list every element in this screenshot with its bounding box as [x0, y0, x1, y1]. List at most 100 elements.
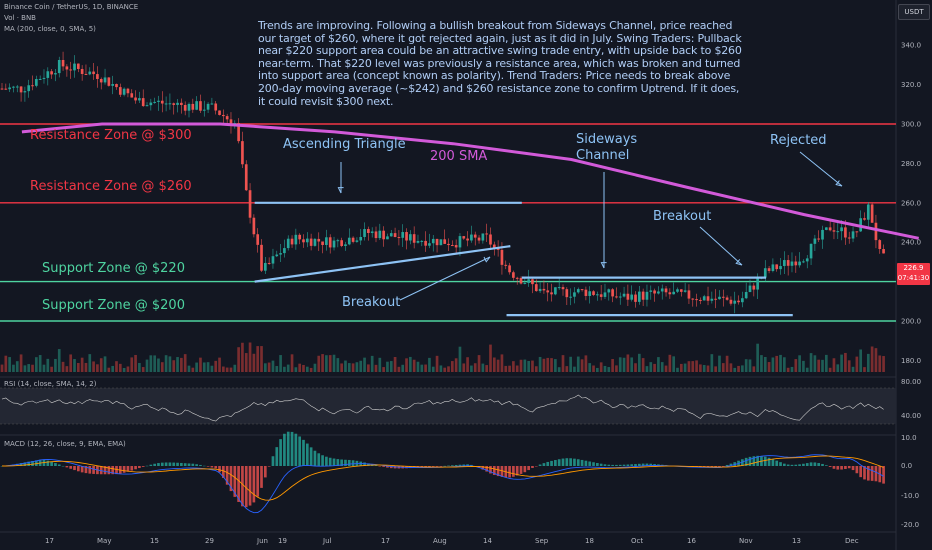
candle-body — [855, 231, 859, 233]
price-tick-label: 180.0 — [901, 357, 921, 365]
candle-body — [118, 87, 122, 95]
macd-hist-bar — [775, 460, 779, 466]
candle-body — [817, 238, 821, 240]
volume-bar — [458, 346, 462, 372]
current-price-countdown: 07:41:30 — [897, 274, 930, 282]
candle-body — [710, 298, 714, 301]
candle-body — [611, 289, 614, 297]
volume-bar — [69, 354, 73, 372]
breakout-lower-arrow-head — [483, 256, 491, 263]
volume-bar — [679, 363, 683, 372]
macd-hist-bar — [565, 458, 569, 466]
macd-hist-bar — [263, 466, 267, 478]
volume-bar — [641, 358, 645, 372]
volume-bar — [134, 354, 137, 372]
macd-hist-bar — [279, 439, 282, 466]
candle-body — [27, 85, 31, 92]
macd-hist-bar — [225, 466, 229, 485]
candle-body — [519, 277, 523, 284]
candle-body — [229, 119, 233, 126]
macd-hist-bar — [325, 456, 328, 466]
volume-bar — [416, 361, 420, 372]
candle-body — [878, 240, 882, 250]
candle-body — [103, 77, 107, 83]
macd-hist-bar — [809, 462, 813, 466]
candle-body — [172, 103, 176, 105]
candle-body — [657, 291, 660, 294]
volume-bar — [435, 355, 439, 372]
volume-bar — [298, 363, 302, 372]
x-tick-label: 16 — [687, 537, 696, 545]
macd-hist-bar — [134, 466, 137, 470]
macd-hist-bar — [191, 463, 195, 466]
currency-badge[interactable]: USDT — [898, 4, 930, 20]
macd-hist-bar — [260, 466, 263, 488]
candle-body — [630, 294, 634, 300]
candle-body — [813, 238, 817, 244]
macd-hist-bar — [817, 463, 821, 466]
rsi-tick-label: 80.00 — [901, 378, 921, 386]
macd-hist-bar — [233, 466, 237, 497]
macd-hist-bar — [347, 459, 351, 466]
candle-body — [206, 103, 210, 110]
volume-bar — [859, 349, 863, 372]
candle-body — [214, 103, 218, 111]
candle-body — [527, 279, 530, 283]
volume-bar — [363, 357, 366, 372]
candle-body — [874, 222, 878, 241]
volume-bar — [389, 361, 393, 372]
candle-body — [882, 249, 885, 254]
volume-bar — [794, 359, 798, 372]
volume-bar — [882, 356, 885, 372]
candle-body — [561, 287, 565, 290]
volume-bar — [325, 355, 328, 372]
volume-bar — [443, 367, 447, 372]
candle-body — [126, 88, 130, 94]
candle-body — [477, 237, 481, 241]
macd-hist-bar — [767, 457, 771, 466]
candle-body — [180, 102, 183, 105]
candle-body — [492, 244, 496, 248]
candle-body — [637, 291, 641, 302]
macd-tick-label: -10.0 — [901, 492, 919, 500]
candle-body — [225, 116, 229, 120]
volume-bar — [805, 367, 809, 372]
candle-body — [65, 66, 69, 70]
macd-hist-bar — [321, 455, 324, 466]
macd-hist-bar — [550, 460, 553, 466]
x-tick-label: Nov — [739, 537, 753, 545]
x-tick-label: Dec — [845, 537, 859, 545]
volume-bar — [313, 363, 317, 372]
candle-body — [84, 73, 88, 75]
volume-bar — [61, 361, 65, 372]
volume-bar — [199, 357, 202, 372]
volume-bar — [752, 366, 756, 372]
macd-hist-bar — [115, 466, 118, 475]
volume-bar — [561, 355, 565, 372]
volume-bar — [596, 367, 599, 372]
macd-hist-bar — [111, 466, 115, 475]
volume-bar — [309, 367, 313, 372]
candle-body — [321, 241, 324, 245]
candle-body — [443, 239, 447, 244]
candle-body — [615, 296, 618, 298]
volume-bar — [649, 362, 653, 372]
analysis-text: Trends are improving. Following a bullis… — [258, 19, 742, 108]
macd-hist-bar — [286, 431, 290, 466]
volume-bar — [447, 366, 450, 372]
support-220-label: Support Zone @ $220 — [42, 261, 185, 276]
macd-hist-bar — [721, 466, 725, 467]
macd-hist-bar — [164, 462, 168, 466]
macd-tick-label: 10.0 — [901, 434, 917, 442]
macd-hist-bar — [615, 464, 618, 466]
candle-body — [500, 249, 504, 265]
candle-body — [397, 237, 401, 239]
macd-hist-bar — [794, 464, 798, 466]
candle-body — [138, 98, 141, 101]
symbol-legend: Binance Coin / TetherUS, 1D, BINANCE — [4, 3, 139, 11]
candle-body — [141, 98, 145, 107]
macd-hist-bar — [622, 464, 626, 466]
candle-body — [470, 234, 473, 241]
volume-bar — [515, 365, 519, 372]
